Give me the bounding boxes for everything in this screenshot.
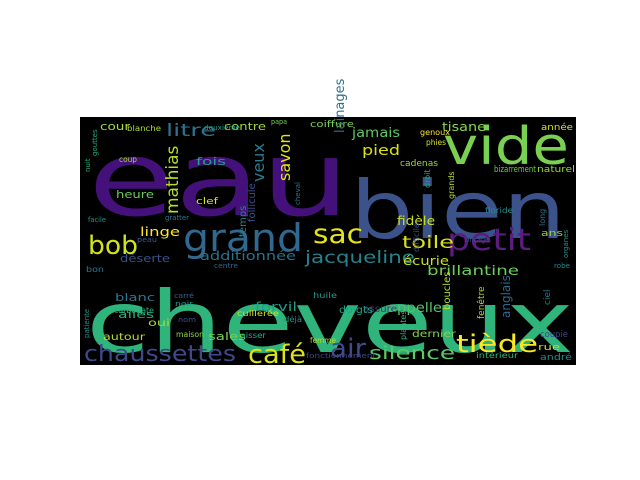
cloud-word-eau: eau	[88, 118, 350, 240]
cloud-word-floride: floride	[485, 206, 513, 215]
cloud-word-bob: bob	[88, 231, 138, 261]
cloud-word-bon: bon	[86, 265, 104, 274]
cloud-word-carbonate: carbonate	[114, 306, 154, 315]
cloud-word-huile: huile	[313, 291, 337, 300]
cloud-word-rue: rue	[538, 343, 561, 353]
cloud-word-temps: temps	[238, 206, 249, 237]
cloud-word-vide: vide	[443, 117, 569, 177]
cloud-word-savon: savon	[275, 133, 294, 181]
cloud-word-jamais: jamais	[351, 126, 400, 141]
cloud-word-sac: sac	[313, 219, 363, 250]
cloud-word-contre: contre	[224, 120, 266, 133]
cloud-word-lainages: lainages	[333, 78, 348, 133]
cloud-word-organes: organes	[562, 229, 570, 258]
cloud-word-veux: veux	[249, 143, 268, 182]
cloud-background	[80, 117, 576, 365]
cloud-word-coupie: coupie	[540, 330, 568, 340]
cloud-word-tiede: tiède	[456, 330, 538, 358]
cloud-word-grand: grand	[183, 216, 303, 260]
cloud-word-gratter: gratter	[165, 214, 189, 222]
cloud-word-nuit: nuit	[84, 158, 92, 172]
cloud-word-naturel: naturel	[537, 165, 575, 175]
cloud-word-cadenas: cadenas	[400, 159, 438, 169]
cloud-word-sales: sales	[208, 330, 246, 343]
cloud-word-gouttes: gouttes	[91, 129, 99, 156]
cloud-word-ailes: ailes	[118, 308, 154, 321]
cloud-word-cheval: cheval	[294, 182, 302, 205]
cloud-word-maison: maison	[176, 330, 204, 339]
cloud-word-bien: bien	[350, 164, 566, 257]
cloud-word-tisane: tisane	[442, 120, 486, 134]
cloud-word-silence: silence	[369, 343, 455, 364]
cloud-word-ecurie: écurie	[403, 254, 449, 268]
cloud-word-droit: droit	[423, 170, 432, 188]
cloud-word-chaussettes: chaussettes	[84, 342, 236, 367]
cloud-word-heure: heure	[116, 188, 154, 201]
cloud-word-appelle: appelle	[388, 301, 442, 316]
cloud-word-additionnee: additionnée	[200, 249, 296, 263]
cloud-word-robe: robe	[554, 262, 570, 270]
cloud-word-cuilleree: cuillerée	[237, 308, 279, 318]
cloud-word-grands: grands	[447, 171, 456, 199]
cloud-word-jacqueline: jacqueline	[304, 248, 415, 268]
cloud-word-fois: fois	[196, 155, 226, 168]
cloud-word-fenetre: fenêtre	[476, 286, 487, 319]
cloud-word-cafe: café	[248, 340, 306, 370]
cloud-word-boucles: boucles	[442, 272, 453, 310]
cloud-word-follicule: follicule	[247, 183, 258, 222]
cloud-word-coiffure: coiffure	[310, 120, 355, 130]
cloud-word-anglais: anglais	[499, 275, 513, 318]
cloud-word-laisser: laisser	[238, 331, 267, 340]
cloud-word-clef: clef	[196, 197, 219, 207]
cloud-word-autour: autour	[103, 332, 146, 343]
cloud-word-cheveux: cheveux	[86, 273, 574, 373]
cloud-word-ciel: ciel	[543, 290, 553, 306]
cloud-word-genoux: genoux	[420, 128, 450, 137]
cloud-word-papa: papa	[271, 118, 287, 126]
cloud-word-cour: cour	[100, 120, 131, 133]
cloud-word-long: long	[538, 209, 547, 226]
cloud-word-dernier: dernier	[412, 329, 457, 340]
cloud-word-femme: femme	[310, 336, 336, 345]
cloud-word-nom: nom	[178, 316, 196, 324]
cloud-word-linge: linge	[140, 225, 180, 239]
cloud-word-patiente: patiente	[83, 309, 91, 338]
cloud-word-noir: noir	[175, 300, 193, 308]
cloud-word-deuxieme: deuxième	[204, 124, 240, 132]
cloud-word-interieur: intérieur	[476, 350, 519, 360]
cloud-word-annee: année	[541, 122, 574, 133]
cloud-word-fidele: fidèle	[397, 214, 435, 228]
cloud-word-deserte: déserte	[120, 252, 170, 265]
cloud-word-facile: facile	[88, 216, 106, 224]
cloud-word-oui: oui	[148, 318, 170, 329]
cloud-word-coup: coup	[119, 155, 137, 164]
cloud-word-blanc: blanc	[115, 291, 155, 304]
cloud-word-doigts: doigts	[339, 305, 373, 316]
cloud-word-bizarrement: bizarrement	[494, 165, 536, 175]
cloud-word-phies: phies	[426, 138, 446, 147]
cloud-word-centre: centre	[214, 262, 238, 270]
cloud-word-air: air	[330, 334, 366, 364]
cloud-word-toile: toile	[402, 233, 454, 253]
cloud-word-petit: petit	[447, 223, 531, 258]
cloud-word-plantes: plantes	[399, 311, 408, 341]
cloud-word-litre: litre	[166, 121, 216, 141]
cloud-word-forvil: forvil	[255, 300, 297, 314]
cloud-word-blanche: blanche	[127, 124, 161, 133]
cloud-word-fonctionnement: fonctionnement	[306, 352, 376, 360]
cloud-word-brillantine: brillantine	[427, 264, 519, 279]
cloud-word-rincage: rinçage	[465, 236, 489, 244]
cloud-word-difficile: difficile	[412, 223, 421, 252]
cloud-word-deja: déjà	[284, 314, 302, 324]
cloud-word-mathias: mathias	[163, 145, 183, 214]
cloud-word-carre: carré	[174, 292, 194, 300]
cloud-word-ans: ans	[541, 229, 563, 239]
cloud-word-andre: andré	[540, 352, 573, 363]
cloud-word-pied: pied	[362, 143, 400, 159]
cloud-word-peau: peau	[137, 236, 157, 244]
cloud-word-assure: assure	[363, 304, 397, 315]
